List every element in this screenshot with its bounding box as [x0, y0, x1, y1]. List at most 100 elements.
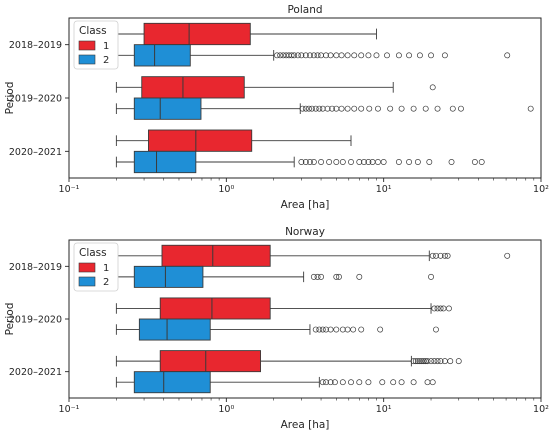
y-tick-label: 2020–2021 — [9, 367, 62, 378]
outlier-point — [379, 379, 386, 386]
box-2018–2019-class-2 — [115, 265, 434, 288]
outlier-point — [338, 52, 345, 59]
outlier-point — [339, 159, 346, 165]
outlier-point — [478, 159, 485, 165]
iqr-box — [133, 371, 211, 394]
outlier-point — [302, 159, 309, 165]
box-2020–2021-class-1 — [115, 350, 462, 373]
outlier-point — [307, 159, 313, 165]
outlier-point — [446, 305, 452, 312]
y-tick-label: 2018–2019 — [9, 262, 62, 273]
outlier-point — [395, 159, 402, 165]
outlier-point — [299, 105, 306, 112]
outlier-point — [434, 105, 441, 112]
box-2020–2021-class-2 — [115, 371, 436, 394]
outlier-point — [310, 52, 317, 59]
outlier-point — [429, 84, 436, 91]
legend: Class 1 2 — [73, 20, 119, 70]
outlier-point — [406, 159, 413, 165]
outlier-point — [406, 52, 413, 59]
outlier-point — [437, 358, 444, 365]
outlier-point — [412, 358, 419, 365]
outlier-point — [434, 305, 441, 312]
outlier-point — [327, 379, 334, 386]
outlier-point — [437, 305, 444, 312]
iqr-box — [133, 97, 202, 120]
outlier-point — [433, 326, 439, 333]
outlier-point — [302, 52, 309, 59]
outlier-point — [384, 52, 390, 59]
outlier-point — [398, 379, 405, 386]
iqr-box — [133, 150, 197, 174]
outlier-point — [416, 52, 423, 59]
outlier-point — [361, 159, 367, 165]
iqr-box — [133, 44, 191, 67]
x-tick-label: 10⁰ — [218, 404, 234, 415]
outlier-point — [333, 326, 340, 333]
outlier-point — [274, 52, 280, 59]
outlier-point — [418, 358, 425, 365]
outlier-point — [429, 379, 436, 386]
y-axis-label: Period — [4, 82, 16, 115]
outlier-point — [504, 252, 511, 259]
outlier-point — [307, 52, 313, 59]
outlier-point — [318, 273, 325, 280]
outlier-point — [424, 358, 431, 365]
outlier-point — [444, 252, 451, 259]
outlier-point — [314, 52, 321, 59]
y-tick-label: 2018–2019 — [9, 40, 62, 51]
outlier-point — [316, 105, 323, 112]
outlier-point — [333, 273, 340, 280]
chart-panel-norway: Norway 2018–2019 2019–2020 2020–2021 10⁻¹ 10⁰… — [4, 226, 549, 431]
outlier-point — [387, 105, 394, 112]
box-2018–2019-class-1 — [115, 22, 377, 46]
outlier-point — [350, 326, 357, 333]
legend-swatch-class-1 — [78, 262, 96, 273]
box-2020–2021-class-1 — [115, 129, 352, 152]
outlier-point — [333, 159, 340, 165]
outlier-point — [298, 52, 305, 59]
outlier-point — [471, 159, 478, 165]
outlier-point — [428, 52, 434, 59]
outlier-point — [449, 105, 456, 112]
outlier-point — [329, 105, 336, 112]
x-tick-label: 10¹ — [376, 184, 392, 195]
outlier-point — [310, 273, 317, 280]
iqr-box — [161, 244, 271, 267]
outlier-point — [433, 252, 439, 259]
outlier-point — [312, 326, 319, 333]
outlier-point — [324, 105, 331, 112]
outlier-point — [448, 159, 455, 165]
outlier-point — [458, 105, 464, 112]
legend-label-class-1: 1 — [103, 41, 109, 52]
box-2019–2020-class-2 — [115, 318, 439, 341]
box-2019–2020-class-1 — [115, 297, 452, 320]
outlier-point — [319, 379, 326, 386]
box-2019–2020-class-1 — [115, 76, 436, 99]
outlier-point — [428, 273, 434, 280]
outlier-point — [455, 358, 462, 365]
outlier-point — [527, 105, 534, 112]
outlier-point — [426, 159, 433, 165]
outlier-point — [441, 52, 448, 59]
outlier-point — [318, 159, 325, 165]
outlier-point — [365, 379, 372, 386]
outlier-point — [504, 52, 511, 59]
legend-label-class-2: 2 — [103, 55, 109, 66]
iqr-box — [138, 318, 211, 341]
y-axis-label: Period — [4, 303, 16, 336]
outlier-point — [348, 379, 354, 386]
outlier-point — [414, 358, 421, 365]
outlier-point — [358, 52, 365, 59]
outlier-point — [380, 159, 387, 165]
legend-swatch-class-2 — [78, 276, 96, 287]
legend-label-class-2: 2 — [103, 277, 109, 288]
outlier-point — [356, 273, 363, 280]
outlier-point — [414, 159, 421, 165]
outlier-point — [348, 159, 354, 165]
outlier-point — [298, 159, 305, 165]
legend-title: Class — [79, 247, 107, 259]
outlier-point — [365, 52, 372, 59]
